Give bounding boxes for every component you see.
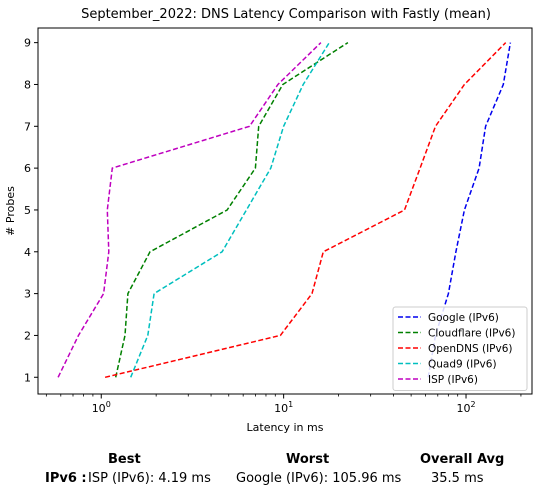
y-tick-label: 1 <box>24 371 31 384</box>
y-tick-label: 9 <box>24 37 31 50</box>
legend-label: ISP (IPv6) <box>428 374 478 386</box>
y-tick-label: 4 <box>24 246 31 259</box>
row-label: IPv6 : <box>45 471 87 486</box>
series-line-cloudflare <box>114 41 349 378</box>
y-tick-label: 5 <box>24 204 31 217</box>
legend-label: OpenDNS (IPv6) <box>428 343 513 355</box>
y-tick-label: 3 <box>24 288 31 301</box>
latency-chart: September_2022: DNS Latency Comparison w… <box>4 7 533 434</box>
x-tick-label: 102 <box>456 400 475 415</box>
y-tick-label: 7 <box>24 120 31 133</box>
legend-label: Cloudflare (IPv6) <box>428 328 515 340</box>
x-axis-label: Latency in ms <box>247 421 324 434</box>
y-tick-label: 6 <box>24 162 31 175</box>
legend: Google (IPv6) Cloudflare (IPv6) OpenDNS (I… <box>392 306 528 391</box>
legend-label: Google (IPv6) <box>428 312 499 324</box>
y-tick-label: 2 <box>24 329 31 342</box>
y-tick-label: 8 <box>24 78 31 91</box>
series-line-opendns <box>104 42 507 379</box>
plot-area <box>37 27 533 395</box>
series-line-isp <box>57 42 322 378</box>
chart-title: September_2022: DNS Latency Comparison w… <box>81 7 491 22</box>
avg-header: Overall Avg <box>420 452 505 467</box>
worst-header: Worst <box>286 452 330 467</box>
best-header: Best <box>108 452 141 467</box>
best-value: ISP (IPv6): 4.19 ms <box>88 471 211 486</box>
x-tick-label: 101 <box>274 400 293 415</box>
legend-box <box>392 306 528 391</box>
x-tick-label: 100 <box>92 400 111 415</box>
avg-value: 35.5 ms <box>431 471 484 486</box>
axis-ticks: 1 2 3 4 5 6 7 8 9 100 101 102 <box>24 37 522 415</box>
y-axis-label: # Probes <box>4 186 17 236</box>
worst-value: Google (IPv6): 105.96 ms <box>236 471 402 486</box>
legend-label: Quad9 (IPv6) <box>428 359 497 371</box>
series-line-quad9 <box>130 42 330 378</box>
